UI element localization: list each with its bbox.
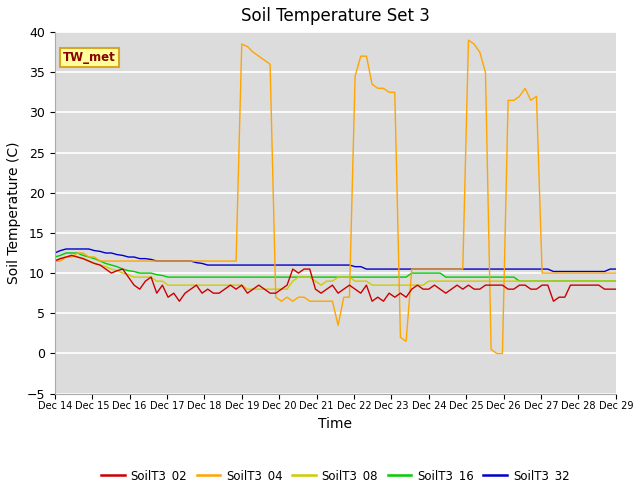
Title: Soil Temperature Set 3: Soil Temperature Set 3 (241, 7, 429, 25)
Y-axis label: Soil Temperature (C): Soil Temperature (C) (7, 142, 21, 284)
Text: TW_met: TW_met (63, 51, 116, 64)
Legend: SoilT3_02, SoilT3_04, SoilT3_08, SoilT3_16, SoilT3_32: SoilT3_02, SoilT3_04, SoilT3_08, SoilT3_… (96, 465, 574, 480)
X-axis label: Time: Time (318, 417, 352, 431)
